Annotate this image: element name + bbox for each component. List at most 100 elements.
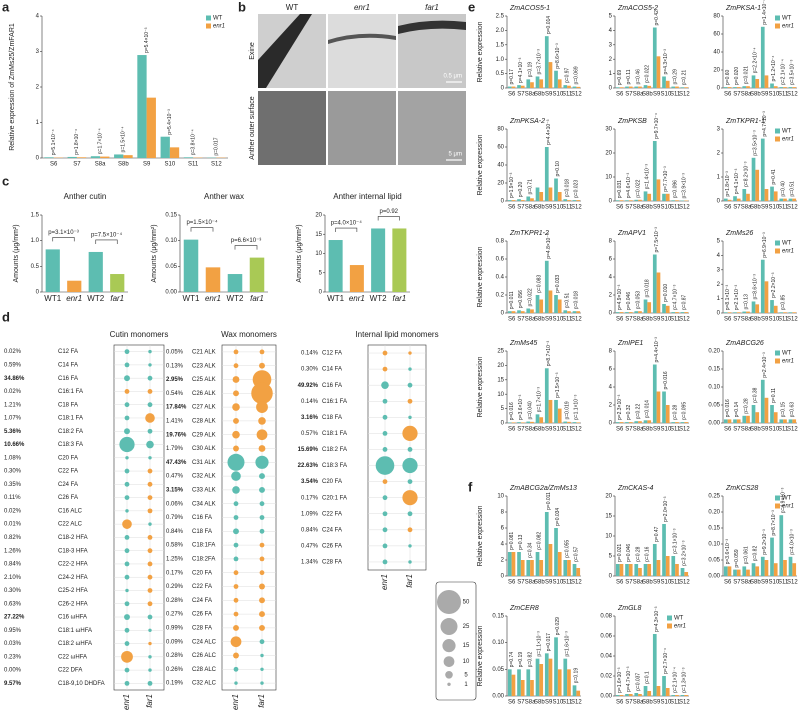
p-value: p=0.42 [654, 10, 660, 26]
bar [788, 312, 793, 313]
p-value: p=8.6×10⁻³ [555, 43, 561, 69]
y-tick-label: 6 [609, 367, 613, 373]
y-tick-label: 0.4 [496, 275, 505, 281]
x-tick-label: S9 [761, 580, 769, 586]
p-value: p=0.046 [626, 292, 632, 310]
bubble [260, 681, 264, 685]
significance-bracket [190, 227, 214, 232]
x-tick-label: S11 [562, 205, 573, 211]
p-value: p=0.60 [725, 69, 731, 85]
x-tick-label: S8a [525, 205, 536, 211]
bar [563, 421, 568, 423]
bar [511, 311, 516, 313]
p-value: p=0.82 [753, 546, 759, 562]
x-tick-label: S6 [724, 205, 732, 211]
y-tick-label: 6 [609, 257, 613, 263]
chart-title: ZmACOS5-2 [617, 5, 658, 12]
row-label: C26 ALK [192, 391, 216, 397]
p-value: p=1.2×10⁻⁴ [771, 56, 777, 82]
row-label: C20 FA [322, 479, 342, 485]
bubble [147, 481, 153, 487]
p-value: p=0.033 [555, 275, 561, 293]
y-tick-label: 0.00 [600, 694, 612, 700]
bar [615, 200, 620, 201]
bar [792, 312, 797, 313]
bubble [233, 515, 239, 520]
bar [557, 192, 562, 201]
bar [544, 260, 549, 313]
y-tick-label: 0.00 [492, 694, 504, 700]
bar [520, 200, 525, 201]
bar [526, 560, 531, 576]
p-value: p=0.014 [546, 16, 552, 34]
x-tick-label: enr1 [66, 294, 82, 303]
p-value: p=0.29 [672, 69, 678, 85]
bubble [124, 415, 130, 421]
bar [652, 634, 657, 696]
bubble [382, 414, 388, 420]
legend-swatch [667, 615, 672, 621]
row-label: C21 ALK [192, 349, 216, 355]
p-value: p=0.096 [672, 180, 678, 198]
y-tick-label: 0.00 [708, 574, 720, 580]
bar [520, 560, 525, 576]
p-value: p=2.1×10⁻⁴ [780, 59, 786, 85]
bar [792, 419, 797, 423]
bar [507, 552, 512, 576]
p-value: p=0.018 [564, 179, 570, 197]
p-value: p=0.061 [743, 546, 749, 564]
bubble [233, 570, 239, 576]
bubble [408, 560, 412, 564]
legend-label: WT [782, 16, 792, 22]
chart-title: Anther wax [204, 192, 244, 201]
bar [557, 552, 562, 576]
row-label: C22 FA [322, 511, 342, 517]
p-value: p=1.1×10⁻³ [537, 631, 543, 657]
y-tick-label: 2 [609, 293, 613, 299]
bar [634, 693, 639, 696]
y-tick-label: 20 [605, 151, 612, 157]
x-tick-label: S7 [733, 427, 741, 433]
y-tick-label: 2.0 [496, 28, 505, 34]
p-value: p=8.1×10⁻³ [725, 285, 731, 311]
bar [788, 556, 793, 576]
chart-title: ZmACOS5-1 [509, 5, 550, 12]
y-tick-label: 0.05 [165, 264, 177, 270]
row-label: C20 FA [192, 570, 212, 576]
x-tick-label: S7 [517, 427, 525, 433]
p-value: p=4.8×10⁻³ [546, 233, 552, 259]
x-tick-label: S12 [787, 92, 798, 98]
bar [557, 408, 562, 423]
x-tick-label: S6 [616, 580, 624, 586]
y-tick-label: 5 [609, 554, 613, 560]
column-label: far1 [257, 694, 266, 708]
bubble [148, 641, 152, 646]
bar [100, 156, 110, 158]
bar [751, 563, 756, 576]
bar [539, 560, 544, 576]
x-tick-label: S9 [545, 427, 553, 433]
y-tick-label: 15 [497, 377, 504, 383]
p-value: p=8.2×10⁻³ [743, 161, 749, 187]
bubble [407, 527, 413, 533]
chart-title: ZmPKSB [617, 118, 647, 125]
bubble [232, 430, 240, 439]
y-tick-label: 0 [609, 199, 613, 205]
bar [572, 422, 577, 423]
bar [576, 568, 581, 576]
row-label: C18:2 ωHFA [58, 641, 92, 647]
bubble [148, 363, 152, 367]
bar [742, 86, 747, 88]
bar [733, 419, 737, 423]
bubble [124, 362, 130, 368]
row-label: C16 ωHFA [58, 615, 87, 621]
bar [751, 405, 756, 423]
bar [680, 422, 685, 423]
p-value: p=0.019 [564, 401, 570, 419]
x-tick-label: S11 [562, 700, 573, 706]
legend-label: enr1 [782, 504, 794, 510]
percentage: 0.84% [4, 562, 22, 568]
bar [652, 27, 657, 88]
y-tick-label: 0.2 [496, 293, 505, 299]
x-tick-label: S10 [661, 700, 672, 706]
